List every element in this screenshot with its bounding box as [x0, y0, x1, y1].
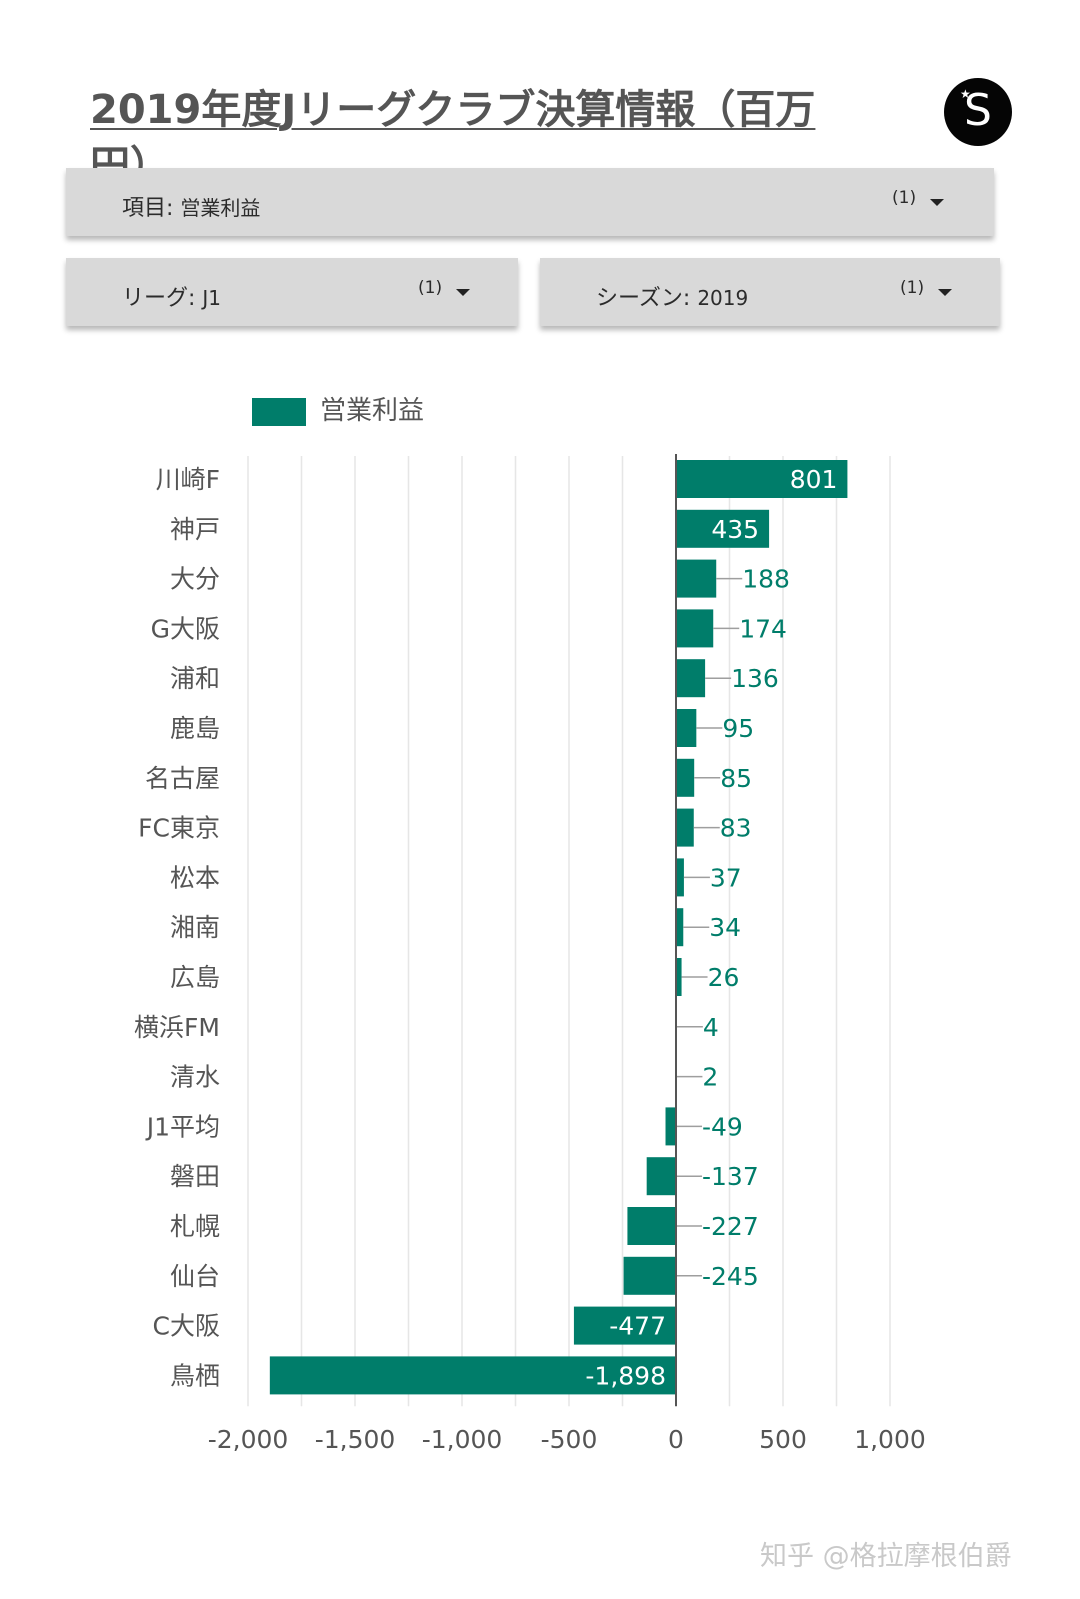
watermark: 知乎 @格拉摩根伯爵 [760, 1541, 1012, 1572]
category-label: 名古屋 [145, 764, 220, 793]
data-label: 83 [720, 814, 752, 843]
bar[interactable] [676, 958, 682, 996]
x-tick-label: 500 [759, 1425, 807, 1454]
league-filter-value: J1 [202, 286, 222, 310]
data-label: 95 [722, 714, 754, 743]
bar[interactable] [623, 1256, 676, 1295]
category-label: 横浜FM [134, 1013, 220, 1042]
star-icon: ★ [960, 87, 971, 101]
league-filter-label: リーグ: J1 [122, 280, 221, 312]
data-label: -49 [702, 1112, 743, 1141]
data-label: -137 [702, 1162, 759, 1191]
category-label: C大阪 [153, 1312, 220, 1341]
data-label: -477 [609, 1312, 666, 1341]
data-label: -227 [702, 1212, 759, 1241]
category-label: 大分 [170, 565, 220, 594]
legend-label: 営業利益 [320, 396, 425, 426]
category-label: 清水 [170, 1063, 220, 1092]
category-label: 神戸 [170, 515, 220, 544]
x-tick-label: -2,000 [208, 1425, 289, 1454]
chart-axis: -2,000 -1,500 -1,000 -500 0 500 1,000 [208, 454, 926, 1454]
chevron-down-icon[interactable] [938, 289, 952, 296]
season-filter-key: シーズン: [596, 286, 698, 311]
page-title: 2019年度Jリーグクラブ決算情報（百万円） [90, 87, 816, 189]
bar[interactable] [676, 659, 706, 698]
category-label: 鳥栖 [170, 1361, 220, 1390]
item-filter-key: 項目: [122, 196, 181, 221]
data-label: 85 [720, 764, 752, 793]
data-label: 435 [711, 515, 759, 544]
bar[interactable] [676, 709, 697, 747]
category-label: 仙台 [170, 1262, 220, 1291]
category-label: 札幌 [170, 1212, 220, 1241]
x-tick-label: 0 [668, 1425, 684, 1454]
bar[interactable] [676, 509, 770, 548]
season-filter-value: 2019 [697, 286, 749, 310]
bar[interactable] [676, 908, 684, 947]
bar[interactable] [676, 460, 848, 498]
category-label: 湘南 [170, 913, 220, 942]
category-label: J1平均 [145, 1112, 220, 1141]
league-filter-count: (1) [418, 278, 443, 298]
chevron-down-icon[interactable] [456, 289, 470, 296]
data-label: 136 [731, 664, 779, 693]
category-label: 広島 [170, 963, 220, 992]
chart-grid [247, 456, 891, 1407]
bar[interactable] [573, 1306, 676, 1345]
season-filter-count: (1) [900, 278, 925, 298]
league-filter-dropdown[interactable]: リーグ: J1 (1) [66, 258, 518, 326]
bar[interactable] [676, 808, 694, 847]
x-tick-label: -500 [541, 1425, 598, 1454]
bar[interactable] [646, 1157, 676, 1196]
item-filter-dropdown[interactable]: 項目: 営業利益 (1) [66, 168, 994, 236]
category-label: 松本 [170, 863, 220, 892]
bar[interactable] [676, 609, 714, 648]
bar-chart: 川崎F 801 神戸 435 大分 188 G大阪 174 浦和 136 鹿島 95 名古屋 85 FC東京… [134, 454, 926, 1454]
item-filter-count: (1) [892, 188, 917, 208]
x-tick-label: 1,000 [854, 1425, 926, 1454]
item-filter-label: 項目: 営業利益 [122, 190, 260, 222]
data-label: -245 [702, 1262, 759, 1291]
chart-labels: 川崎F 801 神戸 435 大分 188 G大阪 174 浦和 136 鹿島 95 名古屋 85 FC東京… [134, 465, 837, 1390]
bar[interactable] [269, 1356, 676, 1395]
bar[interactable] [676, 858, 684, 897]
data-label: 34 [709, 913, 741, 942]
data-label: -1,898 [585, 1361, 666, 1390]
data-label: 26 [708, 963, 740, 992]
category-label: 鹿島 [170, 714, 220, 743]
app-logo[interactable]: ★ S [944, 78, 1012, 146]
bar[interactable] [627, 1207, 676, 1245]
legend-swatch [252, 398, 306, 426]
chart-bars [269, 460, 848, 1395]
category-label: FC東京 [138, 814, 220, 843]
data-label: 4 [703, 1013, 719, 1042]
bar[interactable] [665, 1107, 676, 1146]
category-label: 浦和 [170, 664, 220, 693]
logo-letter: S [964, 85, 992, 136]
bar[interactable] [676, 758, 695, 797]
bar[interactable] [676, 559, 717, 598]
data-label: 188 [742, 565, 790, 594]
category-label: 川崎F [156, 465, 220, 494]
league-filter-key: リーグ: [122, 286, 203, 311]
season-filter-dropdown[interactable]: シーズン: 2019 (1) [540, 258, 1000, 326]
x-tick-label: -1,000 [422, 1425, 503, 1454]
data-label: 37 [710, 863, 742, 892]
data-label: 2 [702, 1063, 718, 1092]
season-filter-label: シーズン: 2019 [596, 280, 748, 312]
chevron-down-icon[interactable] [930, 199, 944, 206]
category-label: G大阪 [151, 614, 220, 643]
data-label: 174 [739, 614, 787, 643]
category-label: 磐田 [170, 1162, 220, 1191]
item-filter-value: 営業利益 [180, 196, 261, 220]
x-tick-label: -1,500 [315, 1425, 396, 1454]
data-label: 801 [790, 465, 838, 494]
